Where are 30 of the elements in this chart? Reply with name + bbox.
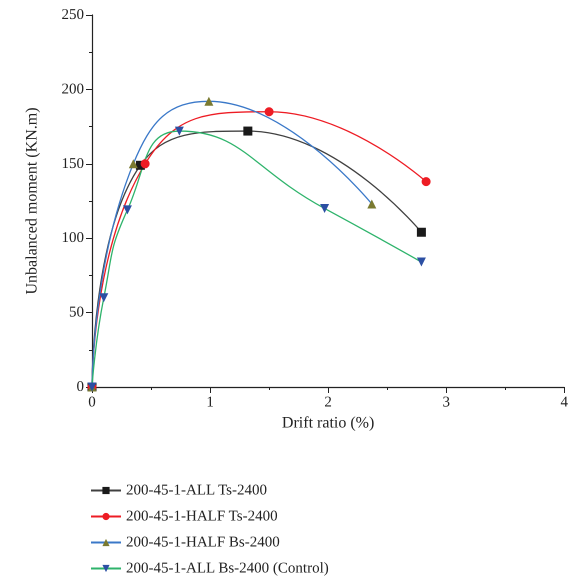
x-tick-label: 0	[88, 394, 96, 410]
y-tick-label: 150	[62, 156, 84, 172]
y-tick-label: 0	[76, 379, 84, 395]
y-tick-label: 50	[69, 304, 84, 321]
legend-label: 200-45-1-HALF Ts-2400	[126, 508, 278, 524]
point	[264, 107, 274, 116]
x-tick-label: 3	[442, 394, 450, 410]
legend-label: 200-45-1-ALL Ts-2400	[126, 482, 268, 498]
point	[320, 204, 330, 213]
y-tick-label: 250	[62, 7, 84, 23]
point	[99, 293, 108, 302]
point	[140, 159, 150, 168]
legend-label: 200-45-1-HALF Bs-2400	[126, 534, 280, 550]
point	[204, 96, 214, 106]
x-tick-label: 1	[206, 394, 214, 410]
point	[367, 199, 376, 208]
x-axis-title: Drift ratio (%)	[282, 414, 374, 432]
point	[243, 126, 252, 136]
point	[416, 258, 426, 267]
y-tick-label: 100	[62, 230, 84, 246]
x-tick-label: 4	[560, 394, 568, 410]
point	[422, 177, 431, 186]
y-axis-title: Unbalanced moment (KN.m)	[24, 107, 40, 295]
point	[174, 126, 184, 136]
x-tick-label: 2	[324, 394, 332, 410]
legend-label: 200-45-1-ALL Bs-2400 (Control)	[126, 560, 329, 576]
point	[128, 159, 138, 168]
point	[416, 228, 426, 237]
point	[122, 205, 132, 214]
y-tick-label: 200	[62, 81, 84, 98]
